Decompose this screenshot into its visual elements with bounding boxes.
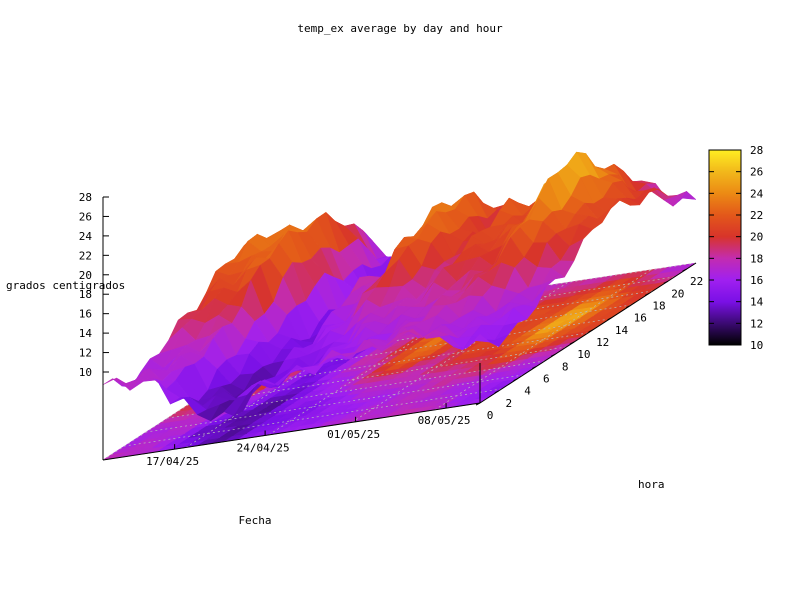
y-tick-label: 8 [562, 360, 569, 373]
chart-title: temp_ex average by day and hour [297, 22, 503, 35]
colorbox-tick-label: 26 [750, 166, 763, 179]
y-tick [626, 305, 631, 309]
y-tick-label: 16 [634, 312, 647, 325]
x-axis-label: Fecha [238, 514, 271, 527]
colorbox-tick-label: 20 [750, 231, 763, 244]
y-tick [475, 402, 481, 406]
colorbox-tick-label: 10 [750, 339, 763, 352]
y-tick-label: 6 [543, 372, 550, 385]
z-tick-label: 20 [79, 269, 92, 282]
z-tick-label: 28 [79, 191, 92, 204]
colorbox-tick-label: 18 [750, 252, 763, 265]
z-tick-label: 18 [79, 288, 92, 301]
y-tick-label: 14 [615, 324, 629, 337]
z-tick-label: 16 [79, 308, 92, 321]
x-tick-label: 17/04/25 [146, 455, 199, 468]
axes: 1012141618202224262817/04/2524/04/2501/0… [79, 191, 703, 468]
y-tick [550, 353, 556, 357]
grid-line [189, 346, 567, 405]
grid-line [210, 332, 589, 391]
grid-line [124, 388, 502, 447]
surface-facet [466, 333, 491, 349]
surface-plot [102, 151, 697, 422]
colorbox-tick-label: 22 [750, 209, 763, 222]
y-tick [532, 366, 537, 369]
colorbox-tick-label: 14 [750, 296, 764, 309]
z-tick-label: 26 [79, 210, 92, 223]
y-tick [588, 329, 593, 333]
grid-line [146, 374, 524, 433]
colorbox: 10 12 14 16 18 20 22 24 26 28 [708, 144, 764, 352]
colorbox-gradient [708, 149, 742, 346]
y-tick-label: 18 [652, 299, 665, 312]
colorbox-tick-label: 16 [750, 274, 763, 287]
y-tick-label: 12 [596, 336, 609, 349]
y-tick-label: 20 [671, 287, 684, 300]
y-tick-label: 0 [487, 409, 494, 422]
y-axis-label: hora [638, 478, 665, 491]
x-tick-label: 24/04/25 [237, 441, 290, 454]
y-tick [644, 292, 650, 296]
x-tick-label: 08/05/25 [418, 414, 471, 427]
y-tick [569, 341, 575, 345]
y-tick-label: 4 [524, 385, 531, 398]
y-tick [607, 317, 612, 321]
y-tick [494, 390, 500, 394]
y-tick-label: 10 [577, 348, 590, 361]
z-tick-label: 10 [79, 366, 92, 379]
y-tick-label: 2 [505, 397, 512, 410]
colorbox-tick-label: 12 [750, 317, 763, 330]
y-tick [513, 378, 518, 382]
x-tick-label: 01/05/25 [327, 428, 380, 441]
grid-line [167, 360, 545, 419]
z-tick-label: 12 [79, 347, 92, 360]
y-tick [682, 268, 687, 272]
z-axis-label: grados centigrados [6, 279, 125, 292]
z-tick-label: 22 [79, 249, 92, 262]
z-tick-label: 24 [79, 230, 93, 243]
grid-line [232, 318, 610, 377]
y-tick [663, 280, 669, 284]
z-tick-label: 14 [79, 327, 93, 340]
x-axis-line [102, 402, 481, 461]
y-tick-label: 22 [690, 275, 703, 288]
colorbox-tick-label: 24 [750, 187, 764, 200]
colorbox-tick-label: 28 [750, 144, 763, 157]
